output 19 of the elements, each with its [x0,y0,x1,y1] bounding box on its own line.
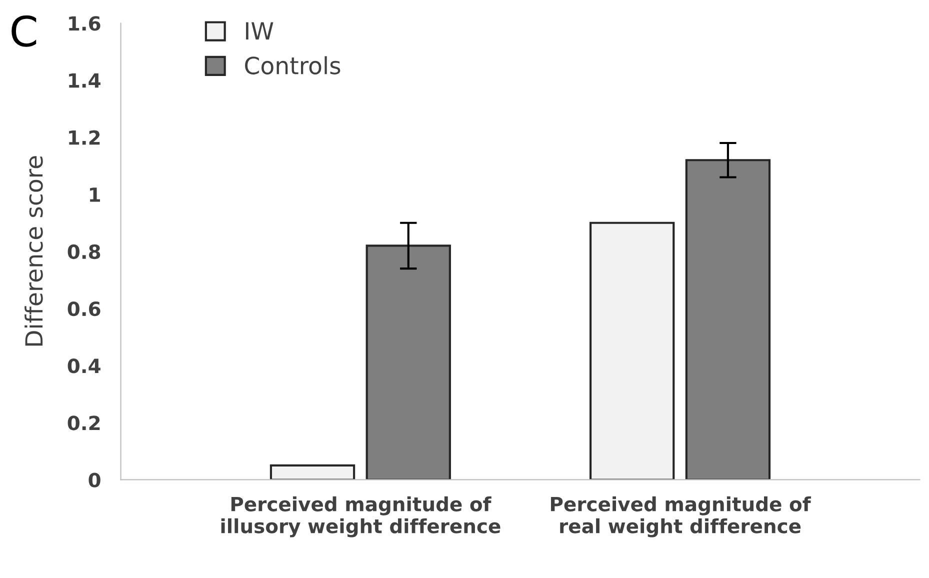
y-tick-label: 0.8 [68,244,100,260]
bar [270,464,356,480]
y-tick-label: 1.6 [69,16,100,31]
y-axis-title: Difference score [24,156,43,346]
y-tick-label: 0.4 [68,358,100,374]
x-tick-label: Perceived magnitude of illusory weight difference [221,496,500,538]
bar [685,159,771,480]
bar [590,222,675,480]
legend-label: IW [246,22,274,40]
bar [366,244,451,480]
text: C [12,15,36,47]
y-tick-label: 1.4 [69,73,100,88]
y-tick-label: 0.2 [68,416,100,430]
x-tick-label: Perceived magnitude of real weight difference [551,496,811,538]
y-tick-label: 0.6 [68,301,100,316]
y-tick-label: 1 [90,188,100,202]
y-tick-label: 0 [88,472,100,488]
legend-label: Controls [245,56,340,74]
y-tick-label: 1.2 [69,130,100,145]
